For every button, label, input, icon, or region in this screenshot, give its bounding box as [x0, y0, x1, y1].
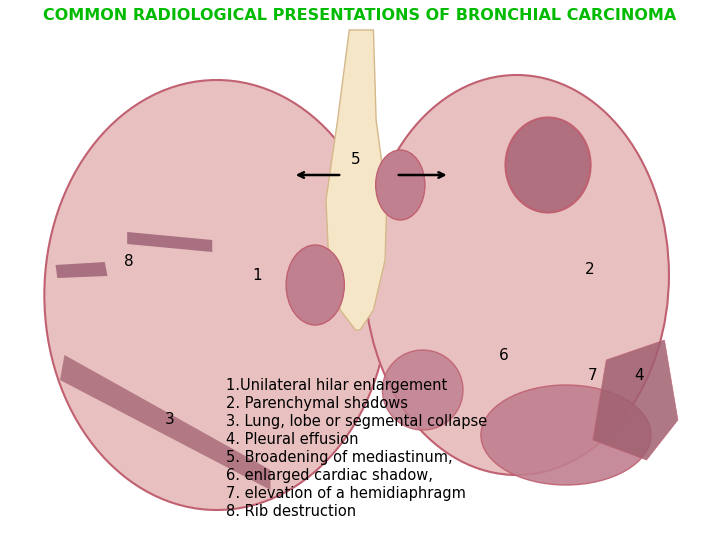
Text: 1.Unilateral hilar enlargement: 1.Unilateral hilar enlargement: [225, 378, 447, 393]
Text: 6. enlarged cardiac shadow,: 6. enlarged cardiac shadow,: [225, 468, 433, 483]
Text: 3: 3: [166, 413, 175, 428]
Text: 2. Parenchymal shadows: 2. Parenchymal shadows: [225, 396, 408, 411]
Polygon shape: [593, 340, 678, 460]
Ellipse shape: [45, 80, 389, 510]
Polygon shape: [55, 262, 107, 278]
Text: 2: 2: [585, 262, 595, 278]
Text: 3. Lung, lobe or segmental collapse: 3. Lung, lobe or segmental collapse: [225, 414, 487, 429]
Text: 1: 1: [252, 267, 262, 282]
Text: 8: 8: [124, 254, 134, 269]
Ellipse shape: [364, 75, 669, 475]
Text: 5: 5: [351, 152, 360, 167]
Polygon shape: [127, 232, 212, 252]
Ellipse shape: [505, 118, 590, 213]
Text: 7: 7: [588, 368, 598, 382]
Text: 4. Pleural effusion: 4. Pleural effusion: [225, 432, 358, 447]
Text: COMMON RADIOLOGICAL PRESENTATIONS OF BRONCHIAL CARCINOMA: COMMON RADIOLOGICAL PRESENTATIONS OF BRO…: [43, 8, 677, 23]
Ellipse shape: [286, 245, 344, 325]
Text: 8. Rib destruction: 8. Rib destruction: [225, 504, 356, 519]
Ellipse shape: [382, 350, 463, 430]
Ellipse shape: [481, 385, 651, 485]
Polygon shape: [60, 355, 271, 490]
Text: 4: 4: [634, 368, 644, 382]
Polygon shape: [326, 30, 387, 330]
Ellipse shape: [376, 150, 425, 220]
Text: 7. elevation of a hemidiaphragm: 7. elevation of a hemidiaphragm: [225, 486, 466, 501]
Text: 6: 6: [498, 348, 508, 362]
Text: 5. Broadening of mediastinum,: 5. Broadening of mediastinum,: [225, 450, 452, 465]
